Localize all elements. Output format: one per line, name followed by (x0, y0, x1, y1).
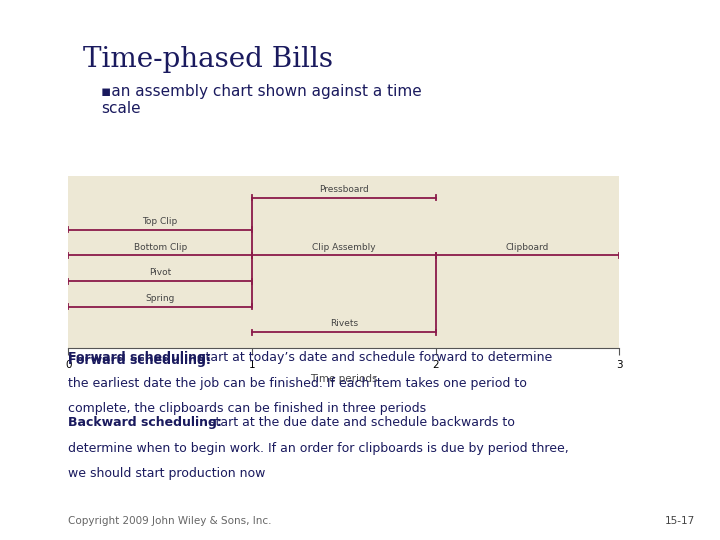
Text: Rivets: Rivets (330, 319, 358, 328)
Text: Pivot: Pivot (149, 268, 171, 277)
Text: start at today’s date and schedule forward to determine: start at today’s date and schedule forwa… (199, 351, 552, 364)
Text: start at the due date and schedule backwards to: start at the due date and schedule backw… (210, 416, 516, 429)
Text: Clip Assembly: Clip Assembly (312, 242, 376, 252)
Text: we should start production now: we should start production now (68, 467, 266, 480)
Text: Copyright 2009 John Wiley & Sons, Inc.: Copyright 2009 John Wiley & Sons, Inc. (68, 516, 272, 526)
Text: Pressboard: Pressboard (319, 185, 369, 194)
Text: Spring: Spring (145, 294, 175, 303)
Text: 15-17: 15-17 (665, 516, 695, 526)
Text: Top Clip: Top Clip (143, 217, 178, 226)
Text: determine when to begin work. If an order for clipboards is due by period three,: determine when to begin work. If an orde… (68, 442, 569, 455)
Text: Time-phased Bills: Time-phased Bills (83, 46, 333, 73)
Text: Forward scheduling:: Forward scheduling: (68, 354, 211, 367)
Text: Bottom Clip: Bottom Clip (134, 242, 186, 252)
Text: the earliest date the job can be finished. If each item takes one period to: the earliest date the job can be finishe… (68, 377, 527, 390)
Text: complete, the clipboards can be finished in three periods: complete, the clipboards can be finished… (68, 402, 426, 415)
Text: Clipboard: Clipboard (505, 242, 549, 252)
X-axis label: Time periods: Time periods (310, 374, 377, 384)
Text: Forward scheduling:: Forward scheduling: (68, 351, 211, 364)
Text: ▪an assembly chart shown against a time
scale: ▪an assembly chart shown against a time … (101, 84, 421, 116)
Text: Backward scheduling:: Backward scheduling: (68, 416, 222, 429)
